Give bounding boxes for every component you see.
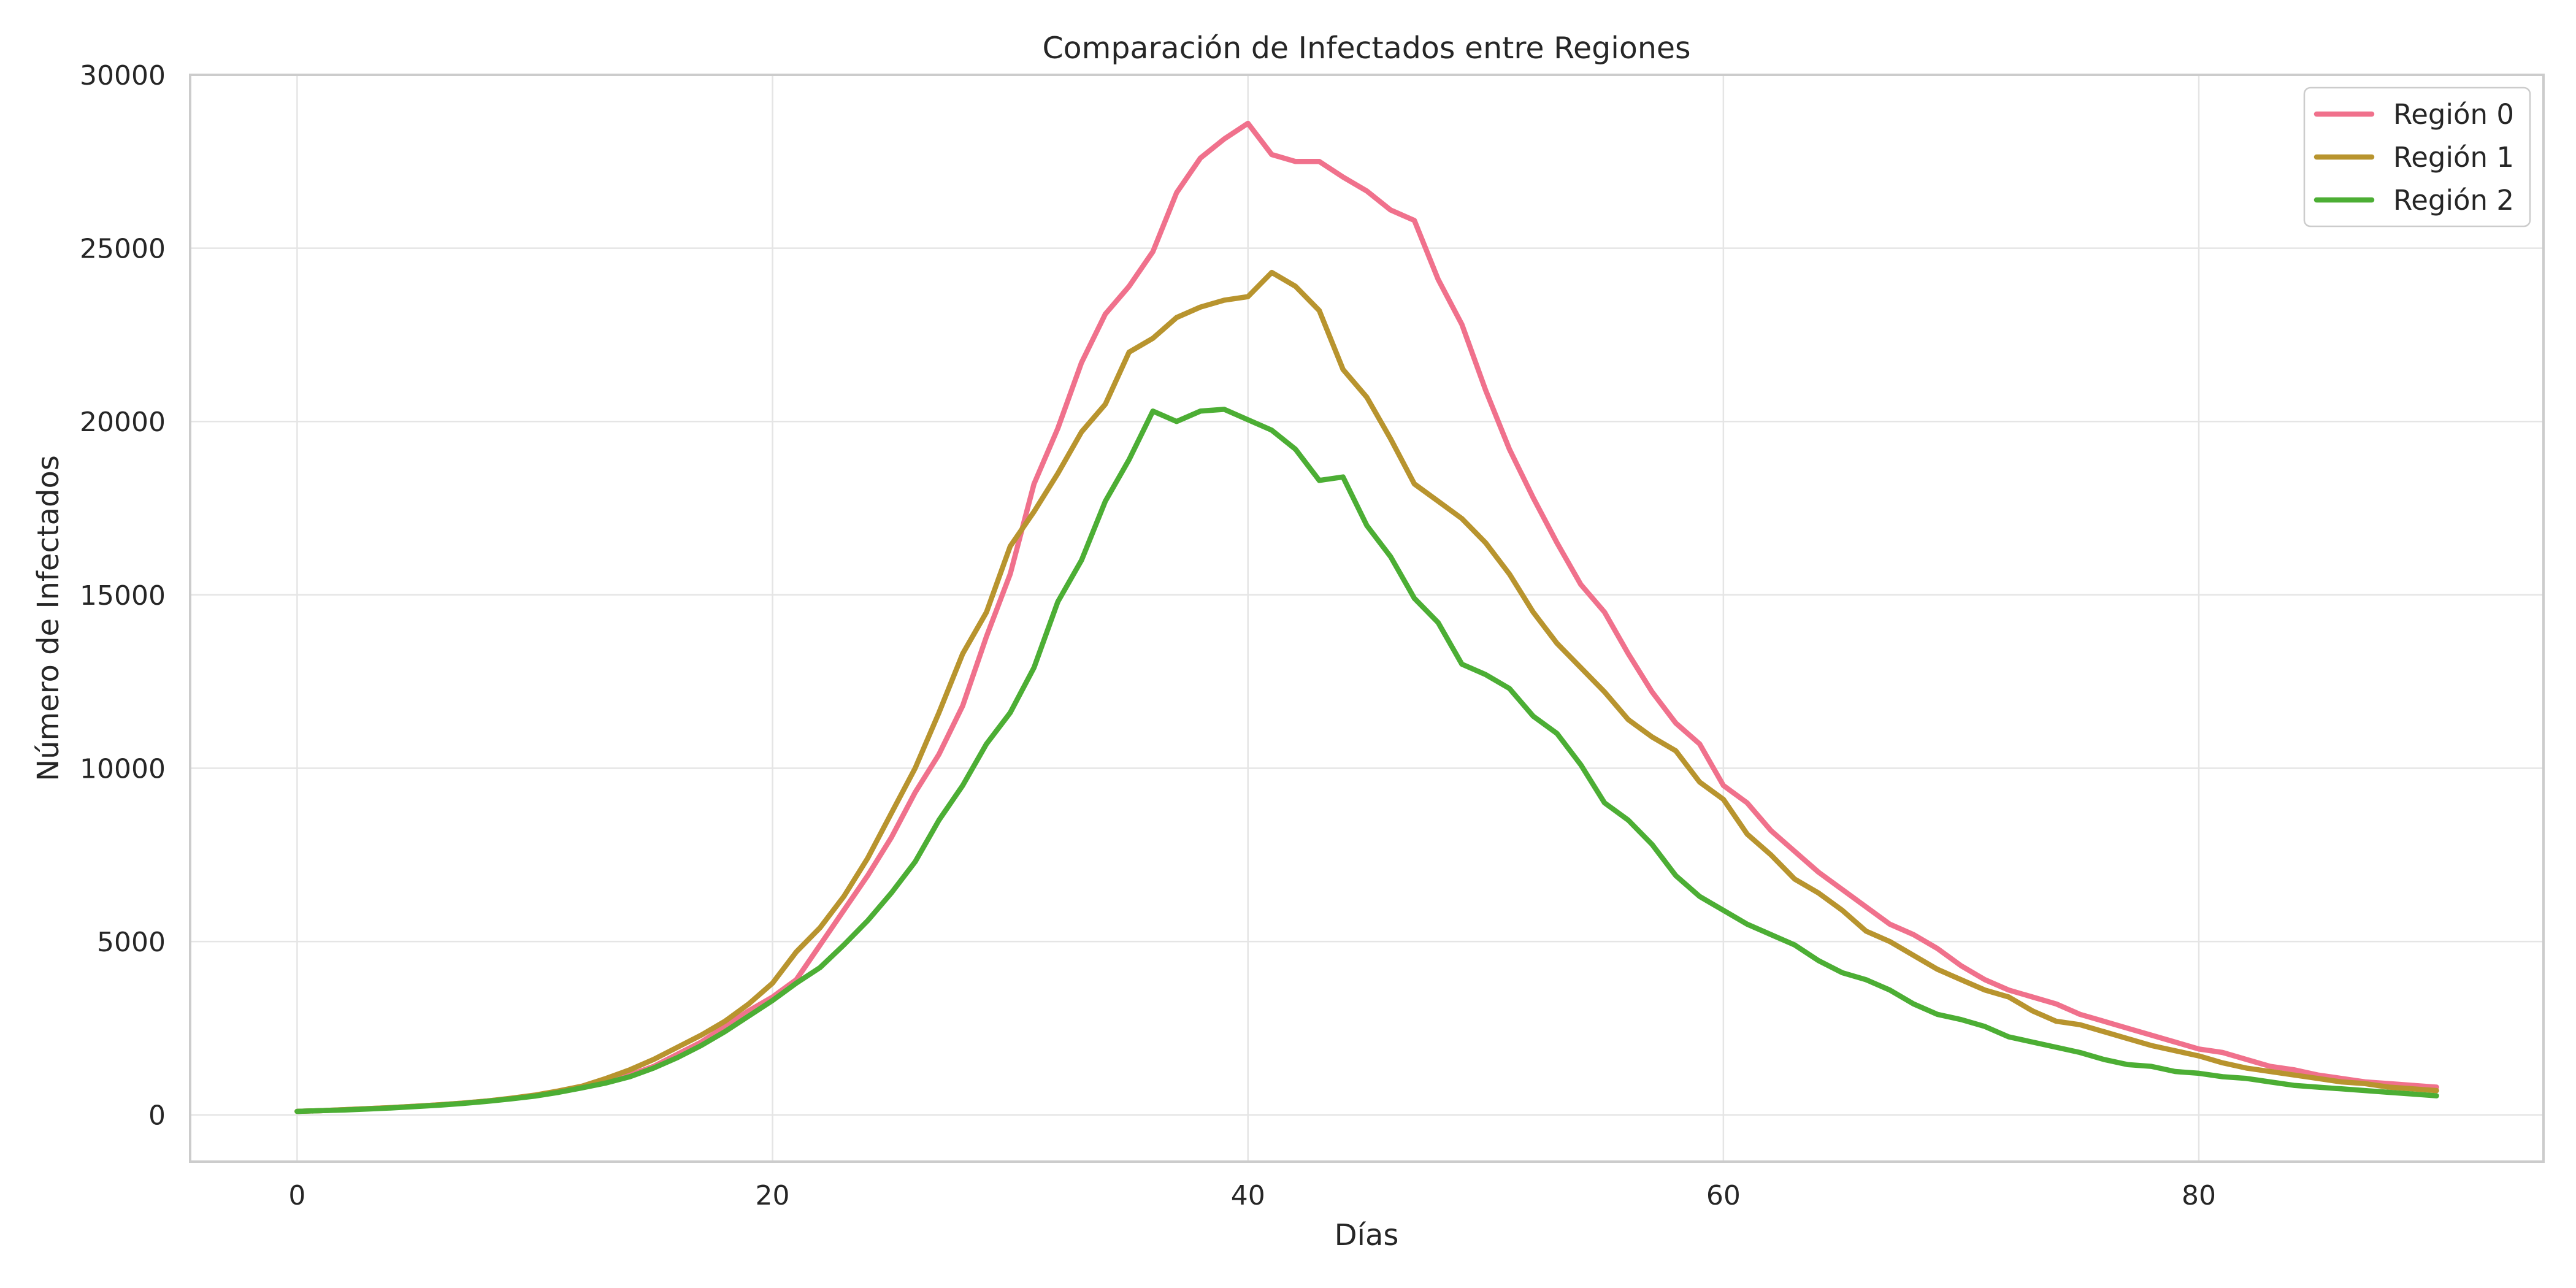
y-tick-label: 25000 [80,234,166,265]
series-line-region-0 [294,120,2439,1114]
x-tick-label: 60 [1706,1180,1741,1211]
x-tick-label: 80 [2182,1180,2216,1211]
tick-labels: 0 20 40 60 80 0 5000 10000 15000 20000 25000 30000 [80,60,2216,1211]
y-tick-label: 15000 [80,580,166,611]
legend-label-region-1: Región 1 [2393,141,2514,174]
x-tick-label: 0 [288,1180,305,1211]
y-tick-label: 20000 [80,407,166,438]
series-line-region-2 [294,407,2439,1114]
series-line-region-1 [294,269,2439,1114]
legend-box [2303,86,2531,228]
legend-label-region-0: Región 0 [2393,98,2514,131]
y-tick-label: 30000 [80,60,166,91]
chart-title: Comparación de Infectados entre Regiones [1042,31,1690,66]
y-tick-label: 10000 [80,753,166,784]
plot-frame [189,74,2545,1163]
y-axis-label: Número de Infectados [31,455,66,781]
grid [190,74,2543,1162]
x-axis-label: Días [1335,1218,1399,1252]
y-tick-label: 0 [148,1100,166,1132]
legend: Región 0 Región 1 Región 2 [2303,86,2531,228]
series-lines [294,120,2439,1114]
y-tick-label: 5000 [97,927,166,958]
x-tick-label: 20 [756,1180,790,1211]
legend-label-region-2: Región 2 [2393,184,2514,217]
x-tick-label: 40 [1231,1180,1265,1211]
